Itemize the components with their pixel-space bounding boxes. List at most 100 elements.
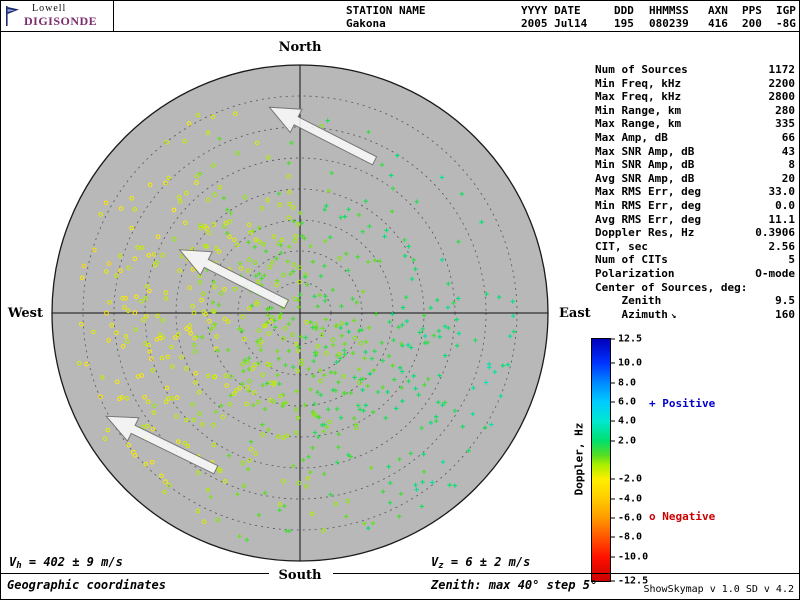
- stats-label: Min SNR Amp, dB: [595, 158, 695, 172]
- source-marker-negative: [102, 436, 108, 442]
- source-marker-negative: [222, 287, 227, 292]
- source-marker-positive: [334, 323, 339, 328]
- source-marker-positive: [422, 340, 428, 346]
- source-marker-negative: [246, 268, 251, 273]
- source-marker-positive: [277, 381, 282, 387]
- source-marker-negative: [268, 319, 274, 324]
- source-marker-negative: [192, 342, 197, 348]
- vertical-velocity-readout: Vz = 6 ± 2 m/s: [431, 555, 531, 571]
- source-marker-negative: [79, 275, 85, 281]
- source-marker-positive: [362, 521, 367, 526]
- source-marker-negative: [205, 197, 211, 202]
- source-marker-positive: [338, 415, 344, 420]
- source-marker-negative: [293, 341, 299, 347]
- stats-label: Max Freq, kHz: [595, 90, 682, 104]
- source-marker-negative: [267, 362, 273, 368]
- source-marker-positive: [344, 251, 349, 256]
- source-marker-positive: [246, 355, 252, 361]
- stats-label: Max RMS Err, deg: [595, 185, 701, 199]
- source-marker-positive: [366, 325, 372, 330]
- coordinates-note: Geographic coordinates: [7, 578, 166, 592]
- source-marker-negative: [174, 414, 179, 419]
- source-marker-positive: [406, 244, 411, 249]
- source-marker-negative: [160, 335, 166, 340]
- source-marker-positive: [390, 311, 395, 317]
- source-marker-positive: [237, 534, 242, 539]
- source-marker-positive: [377, 258, 383, 264]
- source-marker-positive: [384, 228, 389, 233]
- source-marker-positive: [379, 162, 385, 167]
- source-marker-negative: [144, 284, 150, 289]
- source-marker-positive: [437, 373, 442, 378]
- stats-value: 33.0: [768, 185, 796, 199]
- source-marker-negative: [139, 245, 145, 251]
- source-marker-negative: [352, 335, 358, 341]
- source-marker-negative: [174, 395, 180, 401]
- source-marker-positive: [348, 390, 353, 395]
- source-marker-negative: [104, 269, 109, 274]
- source-marker-negative: [252, 362, 258, 368]
- tick-mark: [611, 580, 615, 582]
- source-marker-negative: [227, 234, 232, 239]
- source-marker-positive: [225, 207, 230, 212]
- positive-doppler-legend: + Positive: [649, 397, 716, 410]
- source-marker-positive: [367, 224, 372, 229]
- source-marker-negative: [263, 323, 268, 328]
- source-marker-negative: [79, 321, 84, 327]
- colorbar-title: Doppler, Hz: [572, 422, 586, 496]
- source-marker-positive: [404, 319, 409, 324]
- source-marker-negative: [305, 476, 311, 481]
- source-marker-negative: [155, 234, 161, 239]
- source-marker-positive: [447, 482, 452, 488]
- source-marker-negative: [198, 225, 204, 231]
- source-marker-positive: [264, 381, 270, 386]
- source-marker-positive: [321, 429, 326, 434]
- source-marker-positive: [392, 377, 397, 382]
- source-marker-positive: [370, 410, 376, 415]
- source-marker-positive: [308, 244, 313, 249]
- source-marker-negative: [198, 223, 204, 228]
- tick-mark: [611, 382, 615, 384]
- source-marker-negative: [147, 182, 153, 188]
- source-marker-negative: [227, 219, 232, 224]
- source-marker-negative: [191, 417, 197, 423]
- source-marker-positive: [382, 234, 387, 239]
- source-marker-positive: [366, 526, 371, 531]
- source-marker-negative: [330, 337, 336, 343]
- header-col-value: 416: [708, 17, 728, 30]
- source-marker-negative: [115, 379, 120, 385]
- stats-value: 8: [788, 158, 795, 172]
- source-marker-positive: [256, 512, 262, 518]
- source-marker-positive: [356, 212, 362, 217]
- source-marker-negative: [286, 215, 292, 221]
- source-marker-negative: [197, 280, 203, 285]
- compass-label-north: North: [278, 40, 322, 55]
- source-marker-positive: [322, 207, 327, 212]
- source-marker-positive: [239, 328, 245, 334]
- source-marker-positive: [257, 271, 262, 276]
- source-marker-positive: [369, 356, 374, 361]
- source-marker-negative: [242, 194, 248, 200]
- stats-value: 335: [775, 117, 795, 131]
- source-marker-negative: [261, 242, 267, 247]
- source-marker-positive: [322, 471, 327, 477]
- source-marker-negative: [315, 343, 321, 349]
- source-marker-positive: [213, 409, 219, 414]
- source-marker-negative: [281, 435, 286, 440]
- tick-mark: [611, 517, 615, 519]
- source-marker-negative: [182, 138, 188, 144]
- source-marker-positive: [417, 330, 422, 335]
- stats-label: Polarization: [595, 266, 675, 280]
- source-marker-negative: [124, 339, 130, 344]
- source-marker-positive: [221, 195, 227, 201]
- source-marker-negative: [151, 410, 157, 415]
- source-marker-positive: [445, 305, 451, 310]
- source-marker-positive: [306, 454, 311, 459]
- source-marker-positive: [237, 261, 243, 266]
- source-marker-negative: [253, 451, 258, 456]
- source-marker-positive: [380, 489, 386, 494]
- source-marker-negative: [172, 236, 177, 242]
- source-marker-positive: [473, 338, 478, 343]
- source-marker-positive: [283, 362, 288, 368]
- source-marker-negative: [187, 323, 192, 329]
